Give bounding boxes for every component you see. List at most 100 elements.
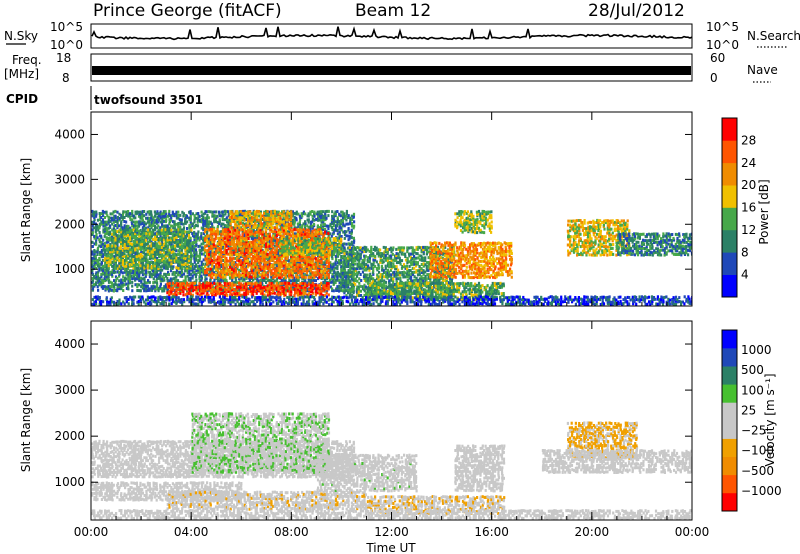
heatmap-cell (114, 224, 117, 227)
heatmap-cell (225, 256, 228, 260)
heatmap-cell (264, 230, 267, 234)
heatmap-cell (125, 242, 128, 246)
heatmap-cell (95, 266, 98, 270)
heatmap-cell (143, 234, 146, 238)
heatmap-cell (287, 267, 291, 271)
heatmap-cell (168, 212, 171, 216)
heatmap-cell (272, 212, 275, 216)
heatmap-cell (106, 262, 109, 266)
heatmap-cell (182, 234, 185, 238)
heatmap-cell (200, 252, 204, 256)
heatmap-cell (115, 278, 118, 282)
heatmap-cell (170, 224, 173, 228)
heatmap-cell (353, 224, 356, 228)
heatmap-cell (154, 232, 157, 236)
heatmap-cell (100, 266, 103, 270)
heatmap-cell (281, 263, 284, 267)
heatmap-cell (159, 244, 162, 248)
heatmap-cell (191, 262, 194, 266)
heatmap-cell (190, 256, 193, 260)
heatmap-cell (292, 234, 295, 237)
heatmap-cell (104, 286, 107, 290)
heatmap-cell (116, 267, 120, 270)
heatmap-cell (233, 265, 236, 269)
heatmap-cell (98, 218, 102, 222)
heatmap-cell (248, 234, 251, 238)
heatmap-cell (180, 268, 183, 272)
heatmap-cell (104, 222, 107, 226)
heatmap-cell (238, 246, 241, 250)
heatmap-cell (332, 289, 335, 293)
heatmap-cell (171, 212, 174, 216)
heatmap-cell (218, 271, 221, 275)
heatmap-cell (256, 238, 259, 242)
heatmap-cell (263, 232, 266, 236)
heatmap-cell (111, 250, 114, 254)
heatmap-cell (129, 216, 132, 219)
heatmap-cell (202, 258, 205, 262)
heatmap-cell (213, 252, 216, 256)
heatmap-cell (98, 281, 101, 285)
heatmap-cell (184, 275, 187, 279)
heatmap-cell (150, 252, 153, 256)
heatmap-cell (146, 230, 149, 234)
heatmap-cell (295, 232, 298, 236)
heatmap-cell (290, 234, 293, 238)
heatmap-cell (320, 210, 323, 214)
heatmap-cell (322, 263, 325, 267)
heatmap-cell (166, 287, 170, 291)
heatmap-cell (316, 234, 319, 238)
heatmap-cell (94, 262, 97, 266)
heatmap-cell (159, 252, 162, 256)
heatmap-cell (131, 252, 134, 256)
heatmap-cell (338, 232, 341, 236)
heatmap-cell (277, 230, 280, 234)
heatmap-cell (225, 226, 228, 230)
heatmap-cell (146, 220, 149, 224)
heatmap-cell (247, 275, 250, 279)
heatmap-cell (204, 220, 207, 224)
heatmap-cell (338, 278, 341, 282)
heatmap-cell (191, 254, 194, 258)
heatmap-cell (202, 248, 205, 252)
heatmap-cell (179, 258, 182, 262)
heatmap-cell (130, 274, 133, 278)
heatmap-cell (225, 280, 229, 284)
heatmap-cell (256, 259, 259, 263)
heatmap-cell (176, 279, 180, 283)
heatmap-cell (270, 259, 273, 262)
heatmap-cell (163, 266, 166, 270)
heatmap-cell (275, 246, 278, 250)
heatmap-cell (217, 236, 220, 240)
heatmap-cell (352, 226, 355, 230)
heatmap-cell (177, 263, 180, 266)
heatmap-cell (241, 246, 244, 250)
heatmap-cell (236, 251, 239, 255)
heatmap-cell (143, 289, 146, 293)
heatmap-cell (270, 254, 273, 258)
heatmap-cell (123, 248, 126, 252)
heatmap-cell (232, 256, 235, 260)
heatmap-cell (330, 280, 334, 284)
heatmap-cell (175, 258, 178, 262)
heatmap-cell (175, 230, 178, 234)
heatmap-cell (91, 231, 94, 234)
heatmap-cell (131, 212, 134, 215)
heatmap-cell (159, 265, 162, 269)
heatmap-cell (214, 214, 217, 218)
heatmap-cell (257, 228, 260, 232)
heatmap-cell (229, 286, 232, 290)
heatmap-cell (286, 258, 289, 262)
heatmap-cell (120, 258, 123, 262)
heatmap-cell (145, 269, 148, 273)
heatmap-cell (186, 274, 189, 278)
heatmap-cell (121, 271, 124, 275)
nsky-trace (91, 26, 693, 41)
heatmap-cell (345, 209, 348, 213)
heatmap-cell (263, 273, 266, 277)
heatmap-cell (243, 275, 246, 279)
heatmap-cell (304, 220, 307, 224)
heatmap-cell (249, 228, 252, 232)
heatmap-cell (236, 256, 239, 260)
heatmap-cell (184, 269, 187, 273)
